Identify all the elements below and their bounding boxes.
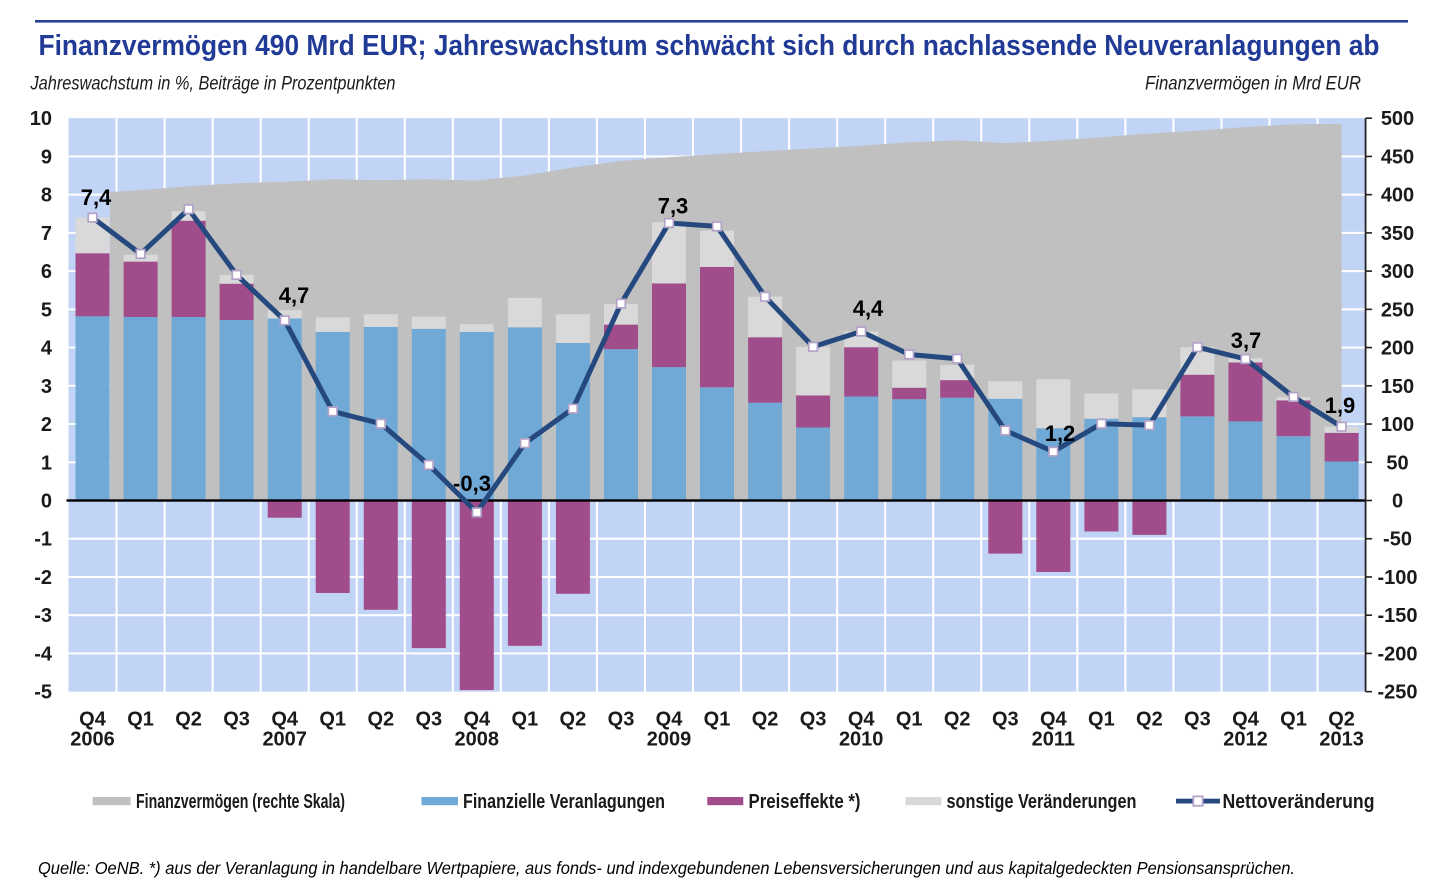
svg-text:Finanzvermögen in Mrd EUR: Finanzvermögen in Mrd EUR: [1145, 74, 1361, 95]
svg-text:2008: 2008: [455, 729, 500, 751]
svg-text:5: 5: [41, 299, 52, 321]
svg-text:4,7: 4,7: [279, 283, 310, 308]
svg-text:-50: -50: [1383, 529, 1412, 551]
svg-text:Q4: Q4: [271, 709, 299, 731]
svg-text:Q3: Q3: [1184, 709, 1211, 731]
svg-text:Q1: Q1: [896, 709, 923, 731]
svg-text:50: 50: [1386, 452, 1408, 474]
svg-text:2010: 2010: [839, 729, 884, 751]
svg-text:Q3: Q3: [608, 709, 635, 731]
svg-text:-3: -3: [34, 605, 52, 627]
svg-text:Quelle: OeNB. *) aus der Veran: Quelle: OeNB. *) aus der Veranlagung in …: [38, 858, 1295, 878]
svg-text:200: 200: [1381, 338, 1414, 360]
svg-text:Q1: Q1: [1280, 709, 1307, 731]
svg-text:-0,3: -0,3: [453, 471, 491, 496]
svg-text:Finanzvermögen (rechte Skala): Finanzvermögen (rechte Skala): [136, 791, 345, 813]
svg-text:Q2: Q2: [1328, 709, 1355, 731]
svg-text:300: 300: [1381, 261, 1414, 283]
svg-text:-150: -150: [1377, 605, 1417, 627]
svg-text:1,2: 1,2: [1045, 421, 1076, 446]
svg-text:Q2: Q2: [560, 709, 587, 731]
svg-text:1,9: 1,9: [1325, 393, 1356, 418]
svg-text:Q4: Q4: [463, 709, 491, 731]
svg-text:4: 4: [41, 338, 53, 360]
svg-text:sonstige Veränderungen: sonstige Veränderungen: [947, 791, 1137, 813]
svg-text:Q4: Q4: [848, 709, 876, 731]
svg-text:-4: -4: [34, 643, 53, 665]
svg-text:8: 8: [41, 185, 52, 207]
svg-text:150: 150: [1381, 376, 1414, 398]
svg-text:Q3: Q3: [800, 709, 827, 731]
svg-text:3: 3: [41, 376, 52, 398]
svg-text:Finanzvermögen 490 Mrd EUR; Ja: Finanzvermögen 490 Mrd EUR; Jahreswachst…: [39, 30, 1380, 62]
svg-text:Q2: Q2: [1136, 709, 1163, 731]
svg-text:Nettoveränderung: Nettoveränderung: [1223, 791, 1375, 813]
svg-text:Q2: Q2: [944, 709, 971, 731]
svg-text:-2: -2: [34, 567, 52, 589]
svg-text:Q4: Q4: [79, 709, 107, 731]
svg-text:0: 0: [41, 491, 52, 513]
svg-text:4,4: 4,4: [853, 296, 884, 321]
svg-text:0: 0: [1392, 491, 1403, 513]
svg-text:2006: 2006: [70, 729, 115, 751]
svg-text:7,3: 7,3: [658, 194, 689, 219]
svg-text:450: 450: [1381, 146, 1414, 168]
svg-text:Q4: Q4: [1232, 709, 1260, 731]
svg-text:2013: 2013: [1319, 729, 1364, 751]
svg-text:Q1: Q1: [512, 709, 539, 731]
svg-text:1: 1: [41, 452, 52, 474]
svg-text:2009: 2009: [647, 729, 692, 751]
svg-text:2: 2: [41, 414, 52, 436]
svg-text:Q2: Q2: [367, 709, 394, 731]
svg-text:Q4: Q4: [656, 709, 684, 731]
svg-text:3,7: 3,7: [1231, 328, 1262, 353]
svg-text:Q2: Q2: [752, 709, 779, 731]
svg-text:7,4: 7,4: [81, 185, 112, 210]
svg-text:Finanzielle Veranlagungen: Finanzielle Veranlagungen: [463, 791, 665, 813]
svg-text:6: 6: [41, 261, 52, 283]
svg-text:2012: 2012: [1223, 729, 1268, 751]
svg-text:Jahreswachstum in %, Beiträge: Jahreswachstum in %, Beiträge in Prozent…: [30, 74, 396, 95]
svg-text:Q1: Q1: [319, 709, 346, 731]
svg-text:350: 350: [1381, 223, 1414, 245]
svg-text:-1: -1: [34, 529, 52, 551]
svg-text:7: 7: [41, 223, 52, 245]
svg-text:Q1: Q1: [127, 709, 154, 731]
svg-text:Preiseffekte *): Preiseffekte *): [749, 791, 861, 813]
svg-text:Q4: Q4: [1040, 709, 1068, 731]
svg-text:10: 10: [30, 108, 52, 130]
svg-text:Q3: Q3: [415, 709, 442, 731]
svg-text:100: 100: [1381, 414, 1414, 436]
svg-text:Q2: Q2: [175, 709, 202, 731]
svg-text:-250: -250: [1377, 682, 1417, 704]
svg-text:400: 400: [1381, 185, 1414, 207]
svg-text:2007: 2007: [262, 729, 307, 751]
svg-text:Q1: Q1: [704, 709, 731, 731]
svg-text:500: 500: [1381, 108, 1414, 130]
svg-text:Q3: Q3: [223, 709, 250, 731]
svg-text:Q3: Q3: [992, 709, 1019, 731]
svg-text:-100: -100: [1377, 567, 1417, 589]
svg-text:250: 250: [1381, 299, 1414, 321]
svg-text:9: 9: [41, 146, 52, 168]
svg-text:-200: -200: [1377, 643, 1417, 665]
svg-text:2011: 2011: [1032, 729, 1075, 751]
svg-text:-5: -5: [34, 682, 52, 704]
svg-text:Q1: Q1: [1088, 709, 1115, 731]
